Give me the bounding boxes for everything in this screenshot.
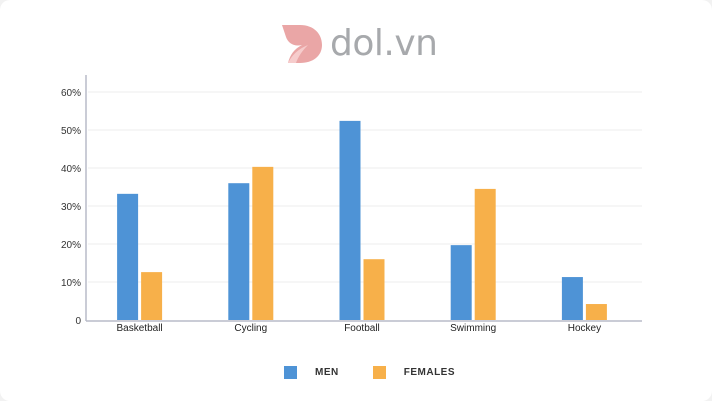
- y-tick-label: 40%: [61, 164, 81, 175]
- bar-females-football: [363, 259, 385, 320]
- x-tick-label: Swimming: [450, 323, 496, 334]
- bar-females-cycling: [252, 166, 274, 320]
- y-tick-label: 0: [75, 316, 81, 327]
- x-tick-label: Hockey: [568, 323, 601, 334]
- bar-females-hockey: [585, 304, 607, 320]
- logo-text: dol.vn: [330, 22, 438, 64]
- legend-swatch-females: [372, 366, 386, 379]
- bar-men-basketball: [117, 193, 139, 320]
- legend-swatch-men: [284, 366, 297, 379]
- dol-logo-icon: [282, 25, 322, 63]
- x-tick-label: Cycling: [234, 323, 267, 334]
- bar-men-cycling: [228, 183, 250, 320]
- x-tick-label: Football: [344, 323, 380, 334]
- legend-label-females: FEMALES: [403, 367, 456, 378]
- legend-item-men: MEN: [284, 366, 339, 379]
- legend-item-females: FEMALES: [372, 366, 456, 379]
- bar-females-swimming: [474, 188, 496, 320]
- bar-men-swimming: [450, 245, 472, 320]
- y-tick-label: 20%: [61, 240, 81, 251]
- y-tick-label: 60%: [61, 88, 81, 99]
- bar-men-football: [339, 120, 361, 320]
- legend: MEN FEMALES: [284, 366, 489, 379]
- logo: dol.vn: [280, 20, 438, 66]
- bar-females-basketball: [141, 272, 163, 320]
- x-tick-label: Basketball: [117, 323, 163, 334]
- y-tick-label: 10%: [61, 278, 81, 289]
- legend-label-men: MEN: [315, 367, 339, 378]
- y-tick-label: 30%: [61, 202, 81, 213]
- bar-men-hockey: [561, 277, 583, 320]
- y-tick-label: 50%: [61, 126, 81, 137]
